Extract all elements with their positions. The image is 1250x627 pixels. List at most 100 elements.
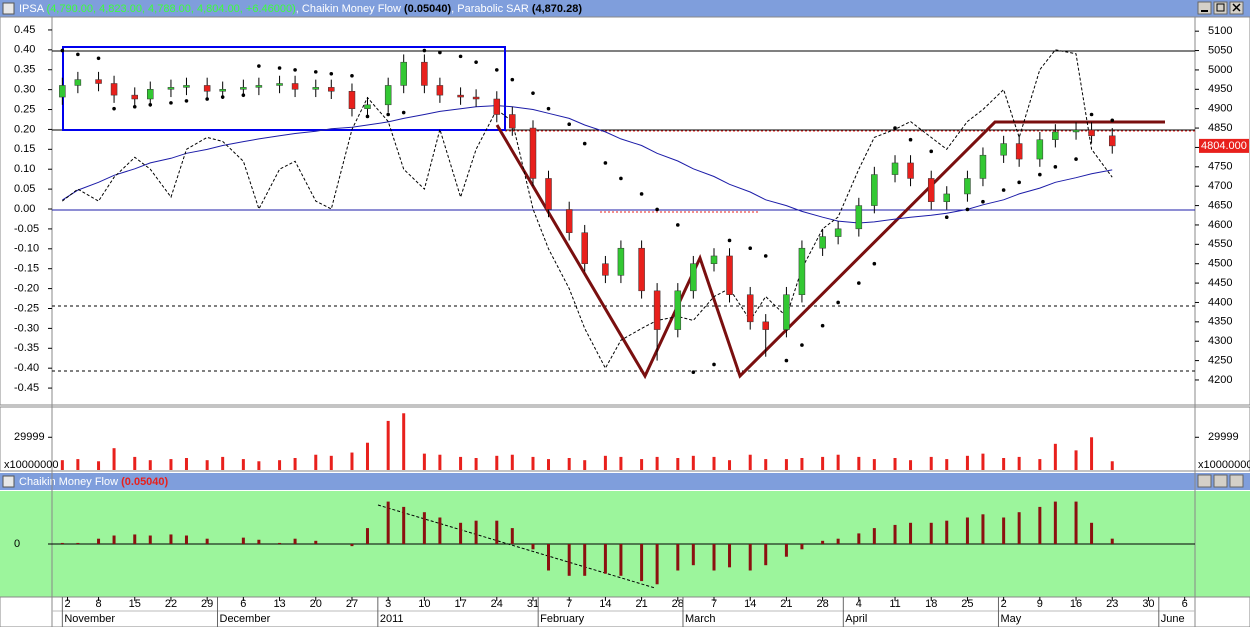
- bar: [184, 535, 188, 544]
- minimize-button[interactable]: [1197, 474, 1212, 488]
- bar: [402, 506, 406, 544]
- sar-dot: [422, 48, 427, 53]
- y-tick-label: 0.30: [14, 84, 35, 96]
- x-tick-label: 7: [566, 598, 572, 610]
- y2-tick-label: 4400: [1208, 296, 1232, 308]
- bar: [784, 459, 788, 470]
- x-tick-label: 28: [816, 598, 828, 610]
- bar: [712, 544, 716, 571]
- bar: [97, 461, 101, 470]
- x-tick-label: 16: [1070, 598, 1082, 610]
- date-axis: [0, 596, 1250, 627]
- window-icon: [2, 475, 15, 488]
- bar: [278, 460, 282, 470]
- x-tick-label: 31: [527, 598, 539, 610]
- icon: [1216, 3, 1225, 12]
- x-tick-label: 14: [744, 598, 756, 610]
- candle-body: [472, 96, 480, 100]
- candle-body: [979, 154, 987, 179]
- candle-body: [167, 87, 175, 90]
- bar: [76, 459, 80, 470]
- candle-body: [493, 98, 501, 115]
- minimize-button[interactable]: [1197, 1, 1212, 15]
- close-button[interactable]: [1229, 474, 1244, 488]
- sar-dot: [820, 323, 825, 328]
- bar: [945, 520, 949, 544]
- bar: [474, 458, 478, 470]
- y2-tick-label: 4350: [1208, 316, 1232, 328]
- y-tick-label: 0.35: [14, 64, 35, 76]
- title-text: IPSA (4,790.00, 4,823.00, 4,788.00, 4,80…: [19, 3, 582, 15]
- candle-body: [147, 89, 154, 100]
- x-tick-label: 23: [1106, 598, 1118, 610]
- x-tick-label: 27: [346, 598, 358, 610]
- bar: [531, 544, 535, 550]
- candle-body: [1015, 143, 1023, 160]
- y2-tick-label: 4250: [1208, 355, 1232, 367]
- candle-body: [834, 228, 842, 237]
- candle-body: [638, 247, 645, 292]
- bar: [547, 459, 551, 470]
- maximize-button[interactable]: [1213, 474, 1228, 488]
- bar: [112, 535, 116, 544]
- sar-dot: [676, 223, 680, 227]
- sar-value: (4,870.28): [532, 3, 582, 15]
- bar: [1002, 458, 1006, 470]
- icon: [1232, 3, 1241, 12]
- candle-body: [240, 87, 247, 90]
- y-tick-label: 0.25: [14, 103, 35, 115]
- sar-dot: [567, 122, 571, 126]
- bar: [872, 459, 876, 470]
- candle-body: [1088, 129, 1095, 137]
- bar: [293, 538, 297, 544]
- x-tick-label: 13: [273, 598, 285, 610]
- candle-body: [602, 263, 609, 276]
- y-tick-label: 0.20: [14, 123, 35, 135]
- bar: [965, 455, 969, 470]
- bar: [836, 454, 840, 470]
- sar-dot: [277, 66, 282, 70]
- y2-tick-label: 29999: [1208, 431, 1239, 443]
- sar-dot: [763, 254, 768, 258]
- bar: [112, 448, 116, 470]
- bar: [76, 542, 80, 544]
- candle-body: [746, 294, 754, 323]
- bar: [148, 535, 152, 544]
- bar: [909, 460, 913, 470]
- title-bar: [0, 0, 1250, 17]
- cmf-name: Chaikin Money Flow: [302, 3, 401, 15]
- candle-body: [1072, 129, 1080, 133]
- bar: [241, 537, 245, 544]
- bar: [655, 456, 659, 470]
- bar: [422, 453, 426, 470]
- candle-body: [891, 162, 899, 175]
- sar-dot: [401, 110, 406, 115]
- last-price-box: [1199, 138, 1249, 153]
- sar-dot: [712, 362, 716, 367]
- sar-dot: [494, 68, 499, 72]
- candle-body: [436, 85, 444, 96]
- window-buttons: [1197, 1, 1244, 15]
- bar: [691, 544, 695, 566]
- x-tick-label: 15: [129, 598, 141, 610]
- sar-dot: [531, 91, 535, 95]
- candle-body: [529, 127, 537, 179]
- y2-tick-label: 4600: [1208, 219, 1232, 231]
- bar: [60, 542, 64, 544]
- plot-layer: 0.45 0.40 0.35 0.30 0.25 0.20 0.15 0.10 0.05 0.00…: [4, 24, 1250, 627]
- bar: [836, 538, 840, 544]
- candle-body: [1108, 135, 1116, 147]
- sar-dot: [112, 106, 116, 111]
- candle-body: [255, 85, 263, 88]
- sar-dot: [908, 137, 913, 142]
- bar: [148, 460, 152, 470]
- bar: [872, 528, 876, 544]
- bar: [169, 534, 173, 544]
- sar-dot: [800, 343, 804, 347]
- sar-dot: [639, 192, 644, 196]
- bar: [1074, 450, 1078, 470]
- candle-body: [110, 83, 118, 96]
- bar: [640, 544, 644, 582]
- candle-body: [545, 178, 552, 210]
- bar: [314, 454, 318, 470]
